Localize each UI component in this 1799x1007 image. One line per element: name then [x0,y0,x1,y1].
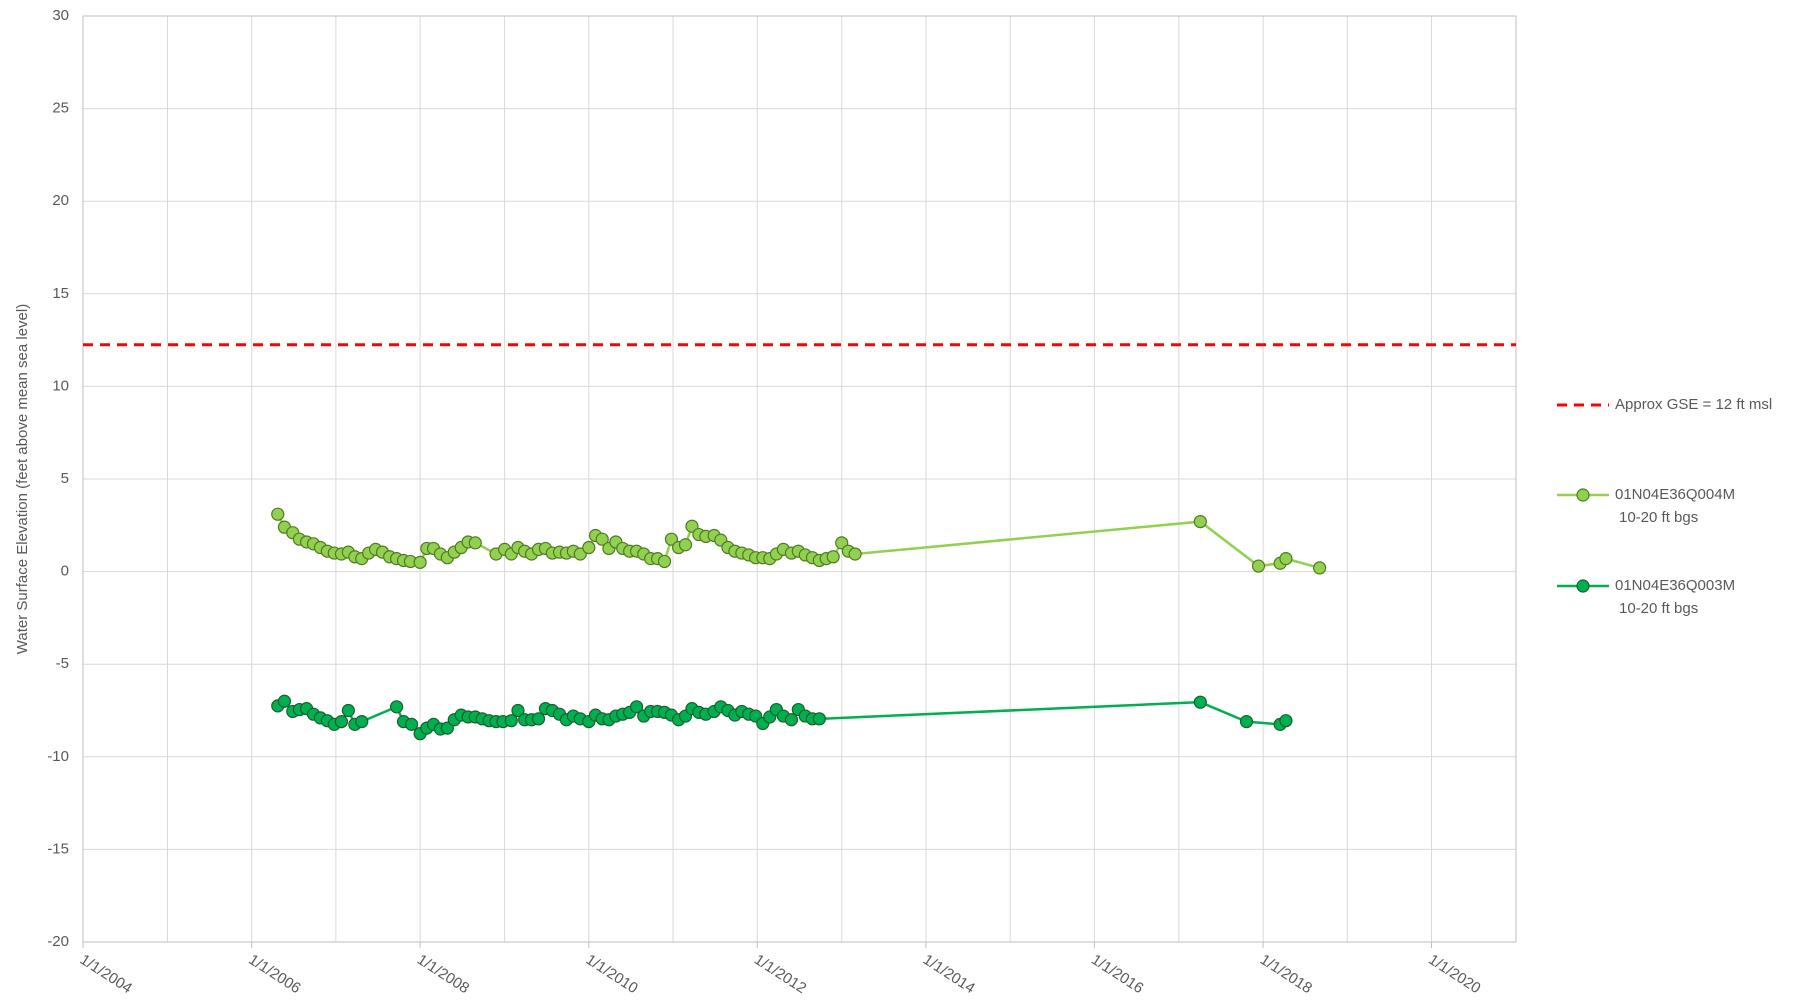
data-point [678,538,693,552]
legend-marker [1576,579,1590,593]
data-point [1239,715,1254,729]
y-axis-label: Water Surface Elevation (feet above mean… [14,304,31,654]
y-tick-label: -10 [47,748,69,765]
y-tick-label: -20 [47,933,69,950]
data-point [511,703,525,718]
legend-label: 01N04E36Q004M [1615,486,1735,503]
x-tick-label: 1/1/2014 [920,951,978,997]
y-tick-label: 20 [52,192,69,209]
x-tick-label: 1/1/2006 [246,951,304,997]
x-tick-label: 1/1/2010 [583,951,641,997]
y-tick-label: 15 [52,285,69,302]
legend-label: Approx GSE = 12 ft msl [1615,396,1772,413]
x-tick-label: 1/1/2008 [414,951,472,997]
y-tick-label: -5 [56,655,69,672]
x-tick-label: 1/1/2018 [1257,951,1315,997]
data-point [440,721,454,735]
data-point [848,547,862,561]
data-point [784,713,799,727]
data-point [389,700,404,714]
data-point [334,715,349,729]
data-point [271,507,285,521]
data-point [629,700,644,714]
data-point [277,694,292,708]
legend-sublabel: 10-20 ft bgs [1619,600,1698,617]
data-point [468,536,482,550]
data-point [582,540,596,555]
data-point [341,703,355,718]
x-tick-label: 1/1/2012 [751,951,809,997]
data-point [685,519,699,533]
data-point [664,532,679,546]
x-tick-label: 1/1/2004 [77,951,135,997]
y-tick-label: 0 [61,563,69,580]
data-point [1313,561,1327,575]
legend-label: 01N04E36Q003M [1615,577,1735,594]
data-point [1251,559,1266,573]
data-point [657,554,672,569]
data-point [812,712,826,726]
data-point [404,717,419,731]
data-point [355,715,369,729]
legend-sublabel: 10-20 ft bgs [1619,509,1698,526]
data-point [531,712,546,726]
data-point [1193,695,1207,709]
y-tick-label: -15 [47,840,69,857]
data-point [1279,552,1293,566]
data-point [826,550,840,564]
legend-marker [1576,488,1590,502]
y-tick-label: 30 [52,7,69,24]
plot-frame [82,15,1517,943]
data-point [413,555,427,569]
grid [82,15,1516,943]
data-point [504,714,518,728]
x-tick-label: 1/1/2020 [1425,951,1483,997]
y-tick-label: 5 [61,470,69,487]
y-tick-label: 25 [52,100,69,117]
series-line [276,513,1320,570]
y-tick-label: 10 [52,377,69,394]
data-point [1279,714,1293,728]
data-point [1193,514,1207,529]
data-point [595,532,609,546]
x-tick-label: 1/1/2016 [1088,951,1146,997]
